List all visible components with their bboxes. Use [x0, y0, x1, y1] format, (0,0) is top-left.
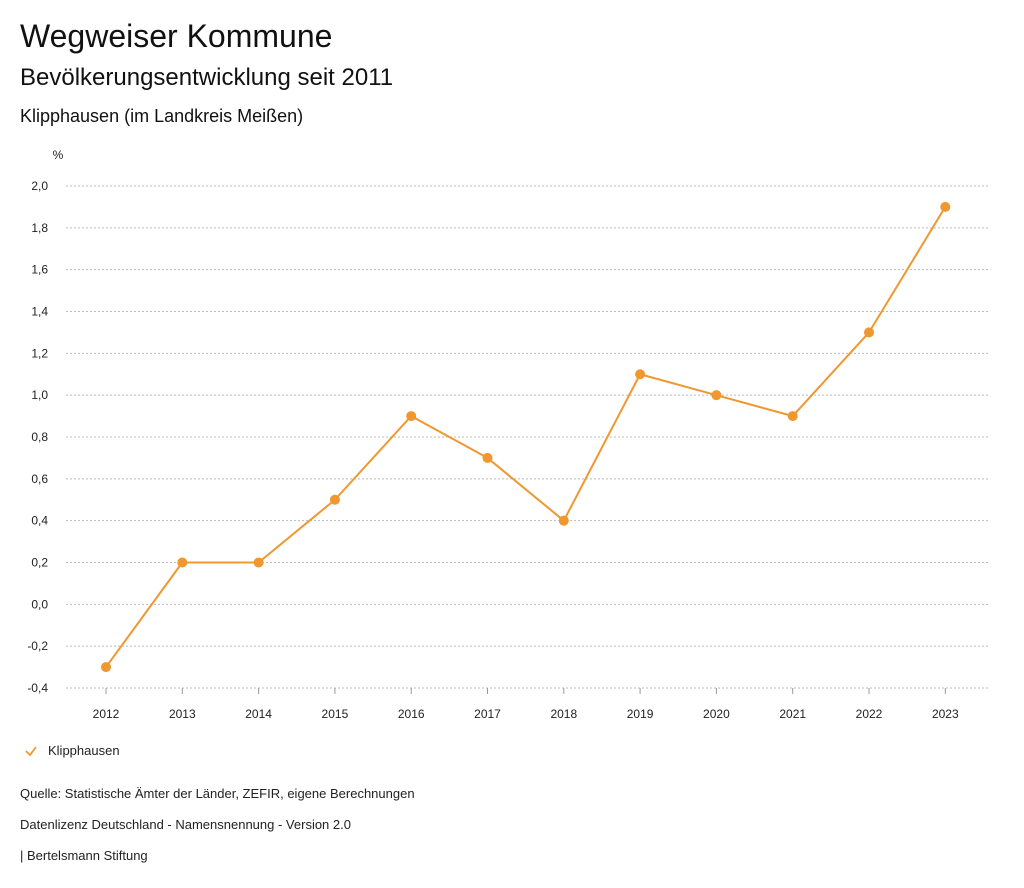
data-point: [101, 662, 111, 673]
legend[interactable]: Klipphausen: [24, 743, 120, 758]
x-tick-label: 2016: [398, 707, 425, 721]
series-line-klipphausen: [105, 206, 947, 668]
y-tick-label: 2,0: [31, 179, 48, 193]
x-tick-label: 2018: [550, 707, 577, 721]
y-tick-label: 1,6: [31, 263, 48, 277]
data-point: [787, 411, 798, 422]
y-tick-label: 1,2: [31, 346, 48, 360]
x-tick-label: 2020: [703, 707, 730, 721]
x-tick-label: 2015: [322, 707, 349, 721]
data-point: [635, 369, 646, 380]
x-tick-label: 2019: [627, 707, 654, 721]
y-tick-label: 0,2: [31, 556, 48, 570]
y-tick-label: 1,4: [31, 305, 48, 319]
source-note: Quelle: Statistische Ämter der Länder, Z…: [20, 786, 415, 801]
data-point: [711, 390, 722, 401]
chart-subtitle: Bevölkerungsentwicklung seit 2011: [20, 64, 394, 91]
x-tick-label: 2014: [245, 707, 272, 721]
y-tick-label: 0,0: [31, 597, 48, 611]
data-point: [482, 452, 493, 463]
y-tick-label: 0,8: [31, 430, 48, 444]
y-tick-label: -0,4: [27, 681, 48, 695]
data-point: [177, 557, 188, 568]
y-tick-label: -0,2: [27, 639, 48, 653]
data-point: [940, 201, 951, 212]
y-tick-label: 1,0: [31, 388, 48, 402]
data-point: [406, 411, 417, 422]
x-tick-label: 2022: [856, 707, 883, 721]
y-tick-label: 0,6: [31, 472, 48, 486]
data-point: [558, 515, 569, 526]
page-title: Wegweiser Kommune: [20, 18, 333, 54]
y-axis-unit-label: %: [53, 148, 64, 162]
x-tick-label: 2012: [93, 707, 120, 721]
y-tick-label: 1,8: [31, 221, 48, 235]
data-point: [864, 327, 874, 338]
data-point: [329, 494, 340, 505]
x-tick-label: 2021: [779, 707, 806, 721]
x-tick-label: 2017: [474, 707, 501, 721]
legend-check-icon: [25, 745, 37, 756]
x-tick-label: 2023: [932, 707, 959, 721]
data-point: [253, 557, 264, 568]
x-tick-label: 2013: [169, 707, 196, 721]
y-tick-label: 0,4: [31, 514, 48, 528]
legend-label: Klipphausen: [48, 743, 120, 758]
region-label: Klipphausen (im Landkreis Meißen): [20, 106, 304, 126]
organization-note: | Bertelsmann Stiftung: [20, 848, 148, 863]
license-note: Datenlizenz Deutschland - Namensnennung …: [20, 817, 351, 832]
